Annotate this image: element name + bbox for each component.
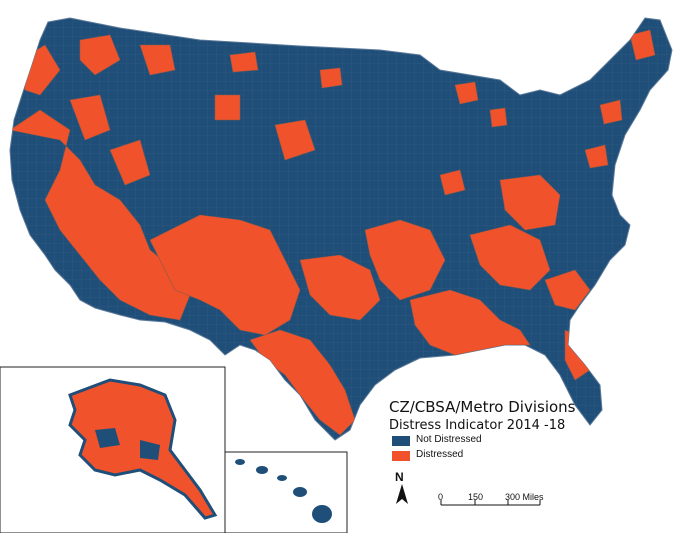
scale-label-300: 300 Miles (505, 492, 544, 502)
legend-label-distressed: Distressed (416, 449, 464, 460)
legend-title: CZ/CBSA/Metro Divisions (389, 398, 576, 416)
scale-bar (440, 500, 541, 506)
legend-swatch-not-distressed (392, 436, 410, 446)
distressed-regions (10, 29, 656, 436)
scale-label-150: 150 (468, 492, 484, 502)
hawaii-islands (235, 459, 332, 523)
legend-item-distressed: Distressed (416, 449, 463, 460)
legend-item-not-distressed: Not Distressed (416, 434, 482, 445)
legend-swatch-distressed (392, 451, 410, 461)
north-arrow-icon (396, 484, 408, 504)
north-label: N (395, 470, 404, 484)
legend-label-not-distressed: Not Distressed (416, 434, 482, 445)
legend-subtitle: Distress Indicator 2014 -18 (389, 418, 566, 433)
scale-label-0: 0 (438, 492, 444, 502)
